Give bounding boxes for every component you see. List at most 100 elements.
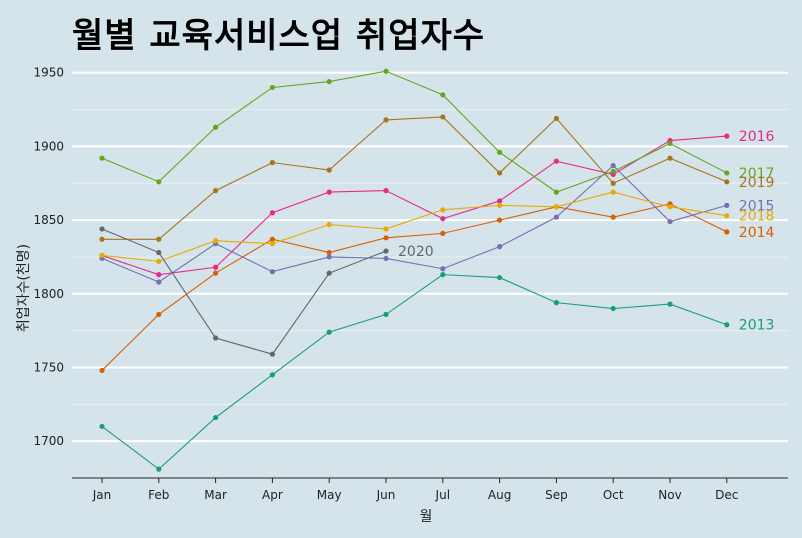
series-label-2018: 2018 (739, 209, 775, 225)
x-tick-label: Aug (488, 488, 511, 502)
series-line-2013 (101, 274, 727, 470)
data-point (724, 202, 730, 208)
data-point (610, 214, 616, 220)
data-point (99, 226, 105, 232)
data-point (497, 217, 503, 223)
data-point (440, 114, 446, 120)
data-point (156, 466, 162, 472)
x-tick-label: Apr (262, 488, 283, 502)
data-point (326, 221, 332, 228)
data-point (156, 258, 162, 264)
data-point (99, 236, 105, 242)
series-label-2020: 2020 (398, 244, 434, 260)
data-point (269, 372, 275, 378)
chart-title: 월별 교육서비스업 취업자수 (72, 16, 486, 56)
series-label-2015: 2015 (739, 198, 775, 214)
x-tick-label: May (317, 488, 342, 502)
series-line-2017 (101, 70, 728, 193)
series-label-2014: 2014 (739, 225, 775, 241)
data-point (610, 162, 616, 169)
series-label-2017: 2017 (739, 166, 775, 182)
data-point (610, 189, 616, 195)
data-point (610, 305, 616, 312)
data-point (213, 414, 219, 421)
data-point (383, 188, 389, 194)
data-point (156, 272, 162, 278)
data-point (213, 335, 219, 341)
y-tick-label: 1800 (33, 287, 64, 301)
data-point (99, 423, 105, 430)
data-point (326, 270, 332, 276)
data-point (213, 238, 219, 244)
data-point (497, 202, 503, 208)
data-point (440, 207, 446, 213)
data-point (383, 248, 389, 254)
data-point (667, 140, 673, 147)
x-tick-label: Sep (545, 488, 568, 502)
data-point (383, 255, 389, 262)
x-tick-label: Oct (603, 488, 624, 502)
data-point (269, 241, 275, 247)
data-point (269, 236, 275, 242)
data-point (553, 204, 560, 210)
data-point (553, 214, 560, 220)
data-point (667, 155, 673, 161)
data-point (213, 264, 219, 270)
x-tick-label: Dec (715, 488, 738, 502)
data-point (326, 78, 332, 85)
data-point (497, 274, 503, 281)
data-point (553, 158, 560, 164)
data-point (156, 179, 162, 185)
data-point (269, 351, 275, 357)
data-point (383, 235, 389, 241)
data-point (667, 218, 673, 225)
x-tick-label: Mar (204, 488, 227, 502)
x-tick-label: Nov (658, 488, 681, 502)
data-point (610, 180, 616, 186)
data-point (213, 124, 219, 130)
data-point (269, 210, 275, 216)
data-point (610, 168, 616, 175)
series-line-2016 (101, 135, 727, 276)
data-point (440, 272, 446, 278)
y-axis-title: 취업자수(천명) (16, 244, 32, 332)
data-point (553, 189, 560, 195)
data-point (326, 254, 332, 260)
data-point (383, 311, 389, 318)
data-point (326, 329, 332, 335)
y-tick-label: 1900 (33, 139, 64, 153)
y-tick-label: 1950 (33, 66, 64, 80)
data-point (326, 189, 332, 195)
data-point (269, 269, 275, 275)
data-point (156, 311, 162, 318)
data-point (724, 133, 730, 139)
data-point (440, 230, 446, 236)
data-point (213, 270, 219, 276)
data-point (724, 322, 730, 328)
series-label-2013: 2013 (739, 318, 775, 334)
series-line-2020 (101, 228, 387, 355)
x-tick-label: Jun (376, 488, 396, 502)
data-point (99, 367, 105, 374)
y-tick-label: 1700 (33, 434, 64, 448)
y-tick-label: 1850 (33, 213, 64, 227)
x-tick-label: Jan (92, 488, 112, 502)
data-point (156, 279, 162, 285)
data-point (383, 226, 389, 232)
data-point (724, 179, 730, 185)
data-point (269, 160, 275, 166)
data-point (724, 213, 730, 219)
series-line-2019 (102, 116, 728, 240)
data-point (156, 236, 162, 242)
data-point (213, 188, 219, 194)
data-point (553, 300, 560, 306)
data-point (269, 84, 275, 91)
data-point (667, 301, 673, 307)
data-point (326, 249, 332, 256)
data-point (383, 68, 389, 74)
data-point (497, 149, 503, 155)
y-tick-label: 1750 (33, 360, 64, 374)
series-label-2019: 2019 (739, 175, 775, 191)
